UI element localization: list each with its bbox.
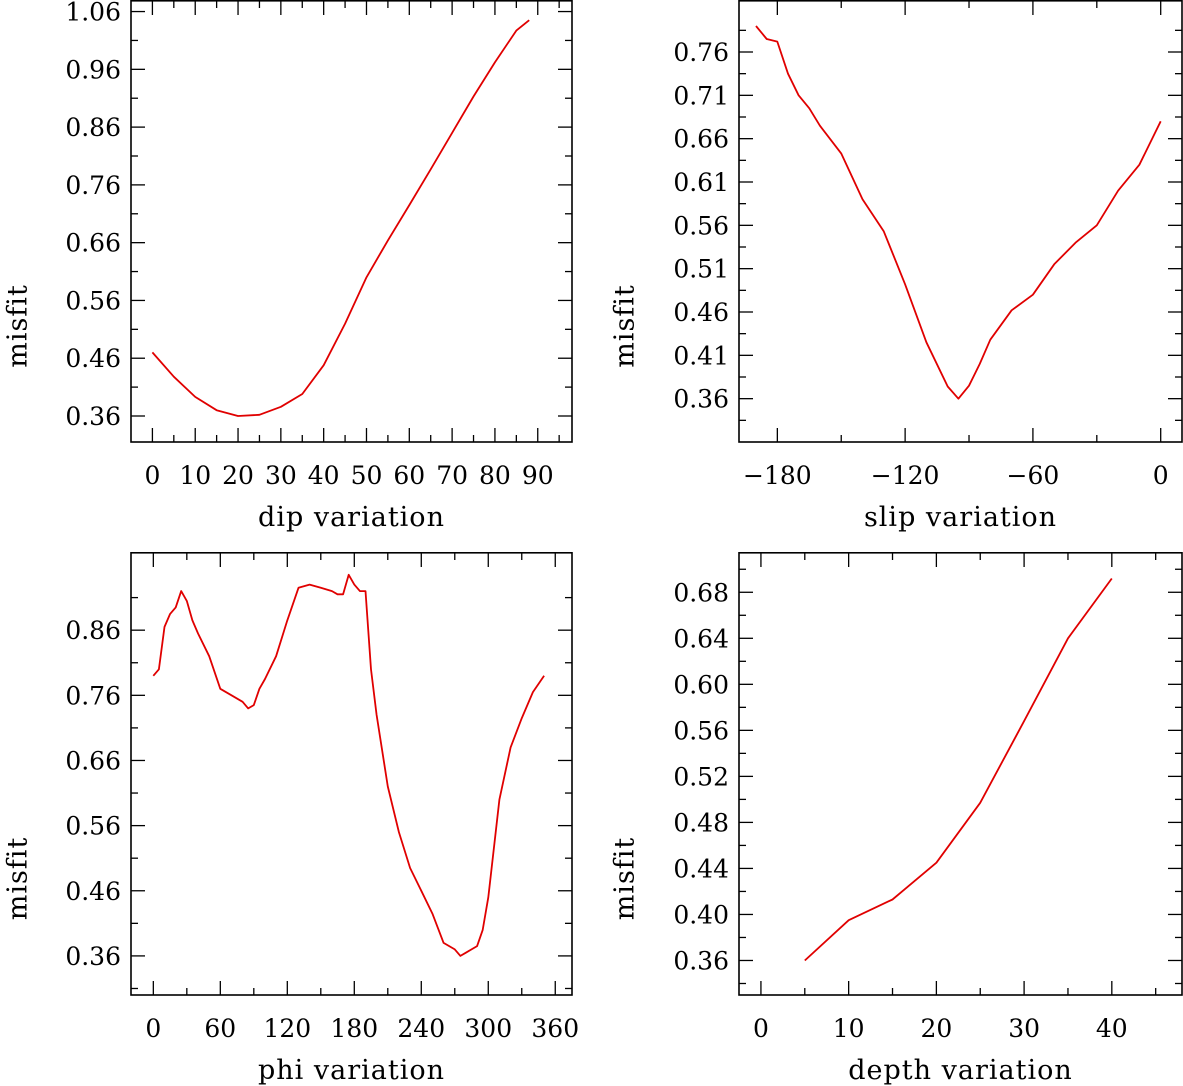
dip-x-tick-label: 20 [222, 461, 254, 490]
phi-x-tick-label: 240 [397, 1014, 445, 1043]
slip-y-tick-label: 0.61 [673, 168, 729, 197]
depth-x-tick-label: 0 [753, 1014, 769, 1043]
dip-x-tick-label: 60 [393, 461, 425, 490]
phi-misfit-curve [152, 573, 545, 957]
depth-misfit-curve [804, 577, 1113, 962]
depth-y-axis-title: misfit [610, 837, 641, 921]
dip-x-tick-label: 0 [144, 461, 160, 490]
dip-x-tick-label: 30 [265, 461, 297, 490]
depth-y-tick-label: 0.36 [673, 946, 729, 975]
depth-y-tick-label: 0.64 [673, 624, 729, 653]
depth-y-tick-label: 0.60 [673, 670, 729, 699]
dip-y-tick-label: 0.36 [65, 402, 121, 431]
slip-y-tick-label: 0.51 [673, 255, 729, 284]
dip-x-tick-label: 40 [308, 461, 340, 490]
phi-x-tick-label: 120 [263, 1014, 311, 1043]
phi-x-tick-label: 300 [464, 1014, 512, 1043]
phi-y-tick-label: 0.66 [65, 746, 121, 775]
depth-x-tick-label: 10 [833, 1014, 865, 1043]
dip-y-tick-label: 0.96 [65, 55, 121, 84]
phi-y-tick-label: 0.56 [65, 812, 121, 841]
slip-y-tick-label: 0.76 [673, 38, 729, 67]
depth-y-tick-label: 0.56 [673, 716, 729, 745]
dip-variation-panel: 0.36 0.46 0.56 0.66 0.76 0.86 0.96 1.06 0 10 20 30 4… [3, 0, 573, 533]
depth-plot-frame [738, 551, 1183, 996]
phi-x-axis-title: phi variation [258, 1055, 445, 1086]
phi-x-tick-label: 0 [145, 1014, 161, 1043]
slip-x-tick-label: 0 [1153, 461, 1169, 490]
slip-y-tick-label: 0.41 [673, 341, 729, 370]
dip-x-tick-label: 90 [522, 461, 554, 490]
dip-y-tick-label: 0.86 [65, 113, 121, 142]
depth-x-tick-label: 20 [920, 1014, 952, 1043]
dip-y-tick-label: 0.46 [65, 344, 121, 373]
slip-y-tick-label: 0.56 [673, 211, 729, 240]
phi-y-tick-label: 0.86 [65, 616, 121, 645]
phi-x-tick-label: 60 [204, 1014, 236, 1043]
phi-variation-panel: 0.36 0.46 0.56 0.66 0.76 0.86 0 60 120 180 240 300 3… [3, 551, 579, 1086]
depth-y-tick-label: 0.52 [673, 762, 729, 791]
dip-x-tick-label: 70 [436, 461, 468, 490]
slip-misfit-curve [755, 25, 1162, 400]
dip-x-tick-label: 50 [351, 461, 383, 490]
slip-x-axis-title: slip variation [864, 502, 1057, 533]
depth-x-axis-title: depth variation [848, 1055, 1073, 1086]
depth-y-tick-label: 0.40 [673, 900, 729, 929]
phi-y-axis-title: misfit [3, 837, 34, 921]
dip-y-tick-label: 0.66 [65, 229, 121, 258]
slip-x-tick-label: −180 [743, 461, 812, 490]
slip-variation-panel: 0.36 0.41 0.46 0.51 0.56 0.61 0.66 0.71 0.76 −180… [610, 0, 1183, 533]
dip-x-tick-label: 80 [479, 461, 511, 490]
phi-x-tick-label: 360 [531, 1014, 579, 1043]
depth-x-tick-label: 40 [1096, 1014, 1128, 1043]
depth-y-tick-label: 0.68 [673, 578, 729, 607]
slip-y-tick-label: 0.36 [673, 385, 729, 414]
depth-x-tick-label: 30 [1008, 1014, 1040, 1043]
dip-x-tick-label: 10 [179, 461, 211, 490]
dip-y-tick-label: 0.56 [65, 286, 121, 315]
phi-y-tick-label: 0.46 [65, 877, 121, 906]
phi-plot-frame [130, 551, 573, 996]
dip-y-axis-title: misfit [3, 284, 34, 368]
dip-plot-frame [130, 0, 573, 443]
slip-y-tick-label: 0.66 [673, 125, 729, 154]
dip-misfit-curve [151, 19, 530, 417]
phi-x-tick-label: 180 [330, 1014, 378, 1043]
slip-y-tick-label: 0.71 [673, 81, 729, 110]
dip-y-tick-label: 1.06 [65, 0, 121, 27]
phi-y-tick-label: 0.36 [65, 942, 121, 971]
slip-x-tick-label: −120 [871, 461, 940, 490]
dip-y-tick-label: 0.76 [65, 171, 121, 200]
slip-y-tick-label: 0.46 [673, 298, 729, 327]
slip-plot-frame [738, 0, 1183, 443]
depth-variation-panel: 0.36 0.40 0.44 0.48 0.52 0.56 0.60 0.64 0.68 0 10 2… [610, 551, 1183, 1086]
depth-y-tick-label: 0.48 [673, 808, 729, 837]
slip-y-axis-title: misfit [610, 284, 641, 368]
depth-y-tick-label: 0.44 [673, 854, 729, 883]
slip-x-tick-label: −60 [1007, 461, 1060, 490]
phi-y-tick-label: 0.76 [65, 681, 121, 710]
dip-x-axis-title: dip variation [258, 502, 445, 533]
